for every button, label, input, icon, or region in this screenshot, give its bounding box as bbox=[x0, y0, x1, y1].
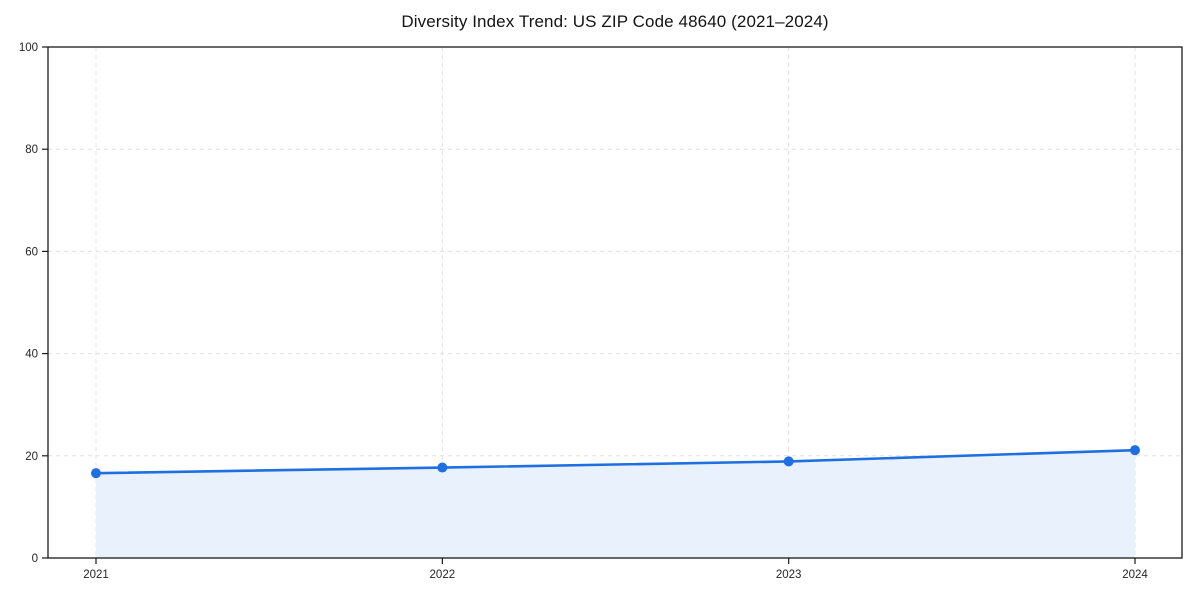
y-tick-label: 60 bbox=[25, 246, 38, 258]
y-tick-label: 100 bbox=[19, 42, 38, 54]
series-line bbox=[94, 448, 1137, 475]
y-tick-label: 0 bbox=[32, 553, 38, 565]
y-tick-label: 80 bbox=[25, 144, 38, 156]
y-tick-label: 40 bbox=[25, 349, 38, 361]
data-point-marker bbox=[783, 456, 794, 467]
x-tick-label: 2024 bbox=[1122, 569, 1148, 581]
y-tick-label: 20 bbox=[25, 451, 38, 463]
x-tick-label: 2022 bbox=[430, 569, 456, 581]
data-point-marker bbox=[91, 468, 101, 479]
data-point-marker bbox=[437, 462, 448, 473]
axes-frame bbox=[47, 46, 1183, 559]
chart-title: Diversity Index Trend: US ZIP Code 48640… bbox=[401, 12, 829, 31]
x-tick-label: 2023 bbox=[776, 569, 802, 581]
x-tick-label: 2021 bbox=[83, 569, 109, 581]
series-area-fill bbox=[96, 450, 1135, 558]
data-point-marker bbox=[1130, 445, 1140, 456]
